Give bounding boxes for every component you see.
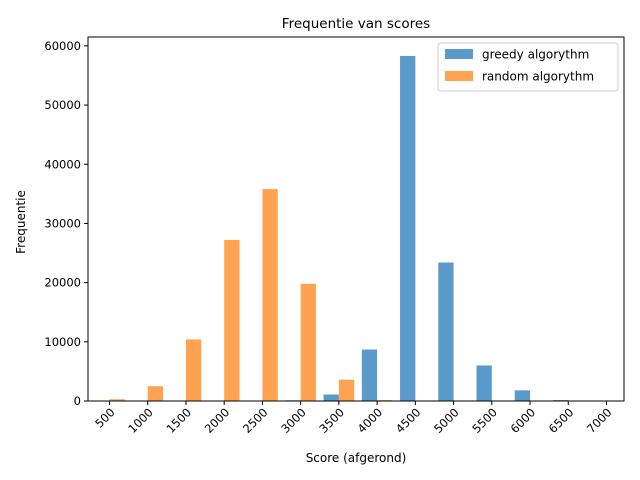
chart-title: Frequentie van scores: [282, 16, 430, 32]
bar-random-500: [109, 399, 125, 401]
y-tick-label: 50000: [44, 98, 81, 112]
bar-random-3000: [300, 283, 316, 401]
x-tick-label: 1500: [163, 405, 194, 436]
x-tick-label: 4000: [355, 405, 386, 436]
x-tick-label: 5500: [469, 405, 500, 436]
x-tick-label: 3500: [316, 405, 347, 436]
x-tick-label: 6500: [546, 405, 577, 436]
bar-greedy-4000: [361, 349, 378, 401]
bar-random-1500: [185, 339, 202, 401]
x-tick-label: 2500: [240, 405, 271, 436]
bar-greedy-4500: [400, 55, 416, 401]
x-tick-label: 6000: [508, 405, 539, 436]
x-tick-label: 500: [92, 405, 117, 430]
y-tick-label: 20000: [44, 276, 81, 290]
bar-greedy-6000: [514, 390, 531, 401]
x-tick-label: 5000: [431, 405, 462, 436]
bar-random-1000: [147, 386, 164, 401]
bar-random-2000: [224, 240, 240, 401]
x-tick-label: 2000: [202, 405, 233, 436]
legend-swatch: [445, 71, 473, 81]
legend-label: greedy algorythm: [482, 48, 589, 62]
legend-swatch: [445, 49, 473, 59]
bar-greedy-5500: [476, 365, 492, 401]
y-tick-label: 0: [74, 394, 81, 408]
legend: greedy algorythm random algorythm: [437, 42, 619, 92]
legend-label: random algorythm: [482, 70, 594, 84]
y-tick-label: 40000: [44, 157, 81, 171]
y-axis-label: Frequentie: [14, 190, 28, 254]
bar-random-2500: [262, 189, 278, 401]
y-tick-group: 0 10000 20000 30000 40000 50000 60000: [44, 39, 88, 408]
bar-random-3500: [338, 379, 355, 401]
x-tick-label: 3000: [278, 405, 309, 436]
x-tick-label: 1000: [125, 405, 156, 436]
x-axis-label: Score (afgerond): [306, 451, 407, 465]
y-tick-label: 30000: [44, 216, 81, 230]
legend-box: [437, 42, 619, 92]
bars-group: [109, 55, 569, 401]
plot-frame: [87, 36, 625, 402]
axes-group: [87, 36, 625, 402]
x-tick-group: 500 1000 1500 2000 2500 3000 3500 4000 4500 5000 5…: [92, 401, 615, 436]
bar-greedy-3500: [323, 394, 339, 401]
x-tick-label: 7000: [584, 405, 615, 436]
y-tick-label: 10000: [44, 335, 81, 349]
x-tick-label: 4500: [393, 405, 424, 436]
bar-greedy-5000: [438, 262, 454, 401]
y-tick-label: 60000: [44, 39, 81, 53]
